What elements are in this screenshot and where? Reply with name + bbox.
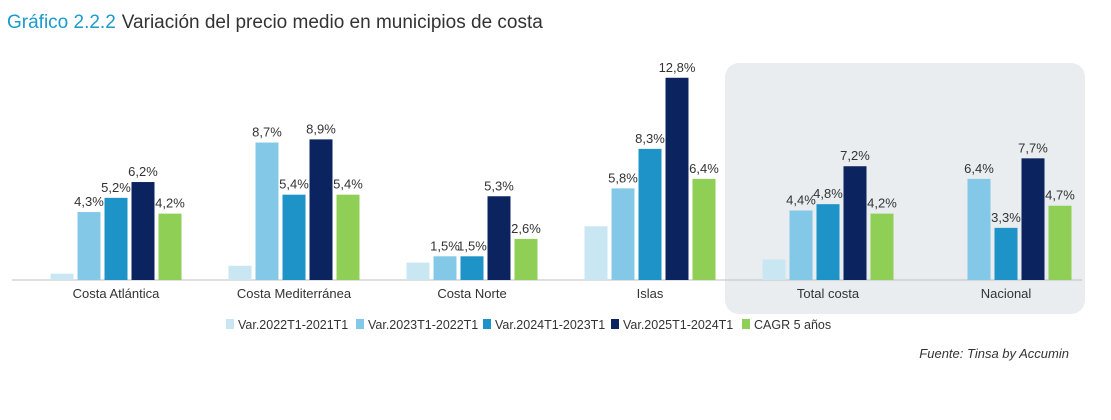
legend-label: Var.2022T1-2021T1 (238, 318, 348, 332)
legend-label: Var.2025T1-2024T1 (623, 318, 733, 332)
data-label: 1,5% (430, 238, 460, 253)
legend-swatch (356, 319, 364, 329)
bar (692, 178, 716, 280)
bar (665, 77, 689, 280)
bar (406, 262, 430, 280)
bar (843, 166, 867, 280)
bar (789, 210, 813, 280)
data-label: 6,4% (689, 161, 719, 176)
data-label: 7,2% (840, 148, 870, 163)
bar (870, 213, 894, 280)
bar (967, 178, 991, 280)
bar (1048, 205, 1072, 280)
legend-swatch (483, 319, 491, 329)
bar (611, 188, 635, 280)
bar (584, 226, 608, 280)
bar (460, 256, 484, 280)
source-note: Fuente: Tinsa by Accumin (919, 346, 1069, 361)
bar (514, 238, 538, 280)
data-label: 8,3% (635, 131, 665, 146)
bar (309, 139, 333, 280)
legend-label: CAGR 5 años (754, 318, 831, 332)
bar (131, 182, 155, 280)
data-label: 5,4% (279, 177, 309, 192)
bar (433, 256, 457, 280)
x-tick-label: Costa Atlántica (73, 286, 160, 301)
bar (50, 273, 74, 280)
data-label: 1,5% (457, 238, 487, 253)
bar (816, 204, 840, 280)
bar (77, 212, 101, 280)
data-label: 6,2% (128, 164, 158, 179)
bar (1021, 158, 1045, 280)
bar (487, 196, 511, 280)
legend-label: Var.2023T1-2022T1 (368, 318, 478, 332)
bar (282, 194, 306, 280)
chart-title: Gráfico 2.2.2 Variación del precio medio … (7, 12, 543, 34)
data-label: 8,7% (252, 125, 282, 140)
bar (104, 197, 128, 280)
data-label: 5,8% (608, 170, 638, 185)
data-label: 12,8% (659, 60, 696, 75)
data-label: 4,2% (867, 196, 897, 211)
data-label: 3,3% (991, 210, 1021, 225)
data-label: 2,6% (511, 221, 541, 236)
data-label: 5,3% (484, 178, 514, 193)
chart-title-text: Variación del precio medio en municipios… (121, 12, 543, 33)
x-tick-label: Islas (637, 286, 664, 301)
data-label: 4,2% (155, 196, 185, 211)
bar (158, 213, 182, 280)
data-label: 6,4% (964, 161, 994, 176)
chart-number: Gráfico 2.2.2 (7, 12, 116, 33)
bar (762, 259, 786, 280)
data-label: 5,2% (101, 180, 131, 195)
legend-swatch (742, 319, 750, 329)
bar (228, 265, 252, 280)
bar (336, 194, 360, 280)
x-tick-label: Costa Norte (437, 286, 506, 301)
data-label: 7,7% (1018, 140, 1048, 155)
data-label: 4,4% (786, 192, 816, 207)
data-label: 4,3% (74, 194, 104, 209)
legend-swatch (226, 319, 234, 329)
data-label: 8,9% (306, 121, 336, 136)
data-label: 4,8% (813, 186, 843, 201)
legend-label: Var.2024T1-2023T1 (495, 318, 605, 332)
data-label: 5,4% (333, 177, 363, 192)
x-tick-label: Costa Mediterránea (237, 286, 352, 301)
legend-swatch (611, 319, 619, 329)
x-tick-label: Nacional (981, 286, 1032, 301)
bar (255, 142, 279, 280)
bar (994, 227, 1018, 280)
bar (638, 148, 662, 280)
x-tick-label: Total costa (797, 286, 860, 301)
data-label: 4,7% (1045, 188, 1075, 203)
